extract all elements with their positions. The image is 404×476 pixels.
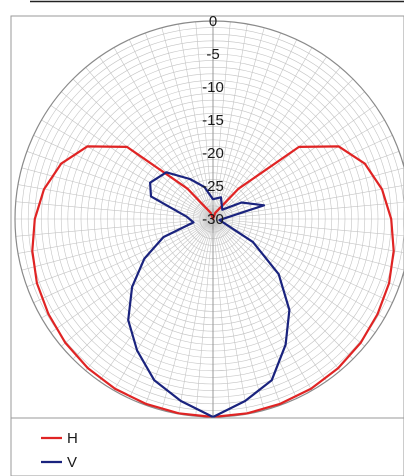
legend-label-h: H	[67, 430, 78, 447]
series-line-v	[127, 171, 291, 419]
legend-label-v: V	[67, 454, 77, 471]
radial-tick-labels: 0 -5 -10 -15 -20 -25 -30	[202, 13, 224, 228]
series-layer	[31, 145, 395, 419]
radial-tick-label: -30	[202, 211, 224, 228]
legend-box	[10, 417, 404, 476]
polar-grid	[14, 20, 404, 418]
radial-tick-label: -5	[206, 46, 219, 63]
radial-tick-label: -15	[202, 112, 224, 129]
radial-tick-label: 0	[209, 13, 217, 30]
radial-tick-label: -10	[202, 79, 224, 96]
legend: HV	[41, 430, 78, 471]
radial-tick-label: -20	[202, 145, 224, 162]
radial-tick-label: -25	[202, 178, 224, 195]
